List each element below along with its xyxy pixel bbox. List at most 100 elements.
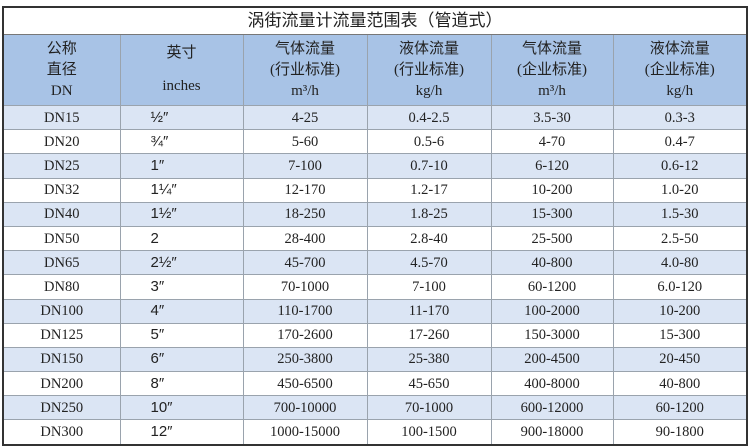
table-cell: 90-1800 bbox=[612, 419, 748, 446]
table-row: DN15 ½″ 4-25 0.4-2.5 3.5-30 0.3-3 bbox=[2, 104, 748, 131]
table-cell: 7-100 bbox=[242, 153, 368, 179]
table-cell: 2.5-50 bbox=[612, 225, 748, 252]
header-line: m³/h bbox=[291, 82, 319, 99]
table-cell: ¾″ bbox=[119, 129, 244, 155]
table-cell: 1000-15000 bbox=[242, 419, 368, 446]
table-cell: 2½″ bbox=[119, 250, 244, 276]
table-cell: 6″ bbox=[119, 346, 244, 373]
table-cell: 0.5-6 bbox=[366, 129, 492, 155]
header-liquid-enterprise: 液体流量 (企业标准) kg/h bbox=[612, 34, 748, 106]
table-cell: 3″ bbox=[119, 274, 244, 300]
table-cell: 1½″ bbox=[119, 201, 244, 227]
table-cell: 4″ bbox=[119, 298, 244, 324]
header-line: (行业标准) bbox=[270, 61, 340, 78]
header-line: kg/h bbox=[666, 82, 694, 99]
table-cell: DN80 bbox=[2, 274, 121, 300]
table-cell: 70-1000 bbox=[366, 395, 492, 421]
table-cell: 600-12000 bbox=[490, 395, 614, 421]
table-cell: 900-18000 bbox=[490, 419, 614, 446]
header-row: 公称 直径 DN 英寸 inches 气体流量 (行业标准) m³/h 液体流量 (行业标准) kg… bbox=[2, 34, 748, 106]
header-line: kg/h bbox=[415, 82, 443, 99]
table-row: DN40 1½″ 18-250 1.8-25 15-300 1.5-30 bbox=[2, 201, 748, 227]
table-cell: 0.4-2.5 bbox=[366, 104, 492, 131]
table-cell: 450-6500 bbox=[242, 371, 368, 397]
header-line: inches bbox=[162, 78, 201, 94]
header-line: (企业标准) bbox=[644, 61, 715, 78]
table-cell: 18-250 bbox=[242, 201, 368, 227]
table-cell: 40-800 bbox=[612, 371, 748, 397]
table-cell: 100-2000 bbox=[490, 298, 614, 324]
table-cell: 7-100 bbox=[366, 274, 492, 300]
table-row: DN200 8″ 450-6500 45-650 400-8000 40-800 bbox=[2, 371, 748, 397]
table-cell: 1¼″ bbox=[119, 177, 244, 203]
table-cell: 170-2600 bbox=[242, 322, 368, 348]
header-line: 液体流量 bbox=[398, 40, 459, 57]
table-cell: 12-170 bbox=[242, 177, 368, 203]
table-cell: DN200 bbox=[2, 371, 121, 397]
table-cell: 2.8-40 bbox=[366, 225, 492, 252]
table-row: DN125 5″ 170-2600 17-260 150-3000 15-300 bbox=[2, 322, 748, 348]
table-cell: 0.3-3 bbox=[612, 104, 748, 131]
table-cell: 1″ bbox=[119, 153, 244, 179]
table-cell: 60-1200 bbox=[612, 395, 748, 421]
table-cell: 100-1500 bbox=[366, 419, 492, 446]
table-cell: 10″ bbox=[119, 395, 244, 421]
table-cell: 0.6-12 bbox=[612, 153, 748, 179]
table-cell: DN300 bbox=[2, 419, 121, 446]
table-cell: 1.5-30 bbox=[612, 201, 748, 227]
table-cell: 45-650 bbox=[366, 371, 492, 397]
table-cell: DN125 bbox=[2, 322, 121, 348]
table-cell: DN40 bbox=[2, 201, 121, 227]
table-cell: DN20 bbox=[2, 129, 121, 155]
table-cell: 4-25 bbox=[242, 104, 368, 131]
table-row: DN100 4″ 110-1700 11-170 100-2000 10-200 bbox=[2, 298, 748, 324]
table-cell: 25-500 bbox=[490, 225, 614, 252]
table-cell: 0.4-7 bbox=[612, 129, 748, 155]
table-cell: DN150 bbox=[2, 346, 121, 373]
table-cell: 15-300 bbox=[490, 201, 614, 227]
table-cell: 8″ bbox=[119, 371, 244, 397]
table-row: DN300 12″ 1000-15000 100-1500 900-18000 90-18… bbox=[2, 419, 748, 446]
table-cell: 20-450 bbox=[612, 346, 748, 373]
header-line: (行业标准) bbox=[394, 61, 464, 78]
header-gas-enterprise: 气体流量 (企业标准) m³/h bbox=[490, 34, 614, 106]
table-row: DN20 ¾″ 5-60 0.5-6 4-70 0.4-7 bbox=[2, 129, 748, 155]
header-inches: 英寸 inches bbox=[119, 34, 244, 106]
header-line: (企业标准) bbox=[517, 61, 587, 78]
table-cell: 12″ bbox=[119, 419, 244, 446]
table-cell: 5-60 bbox=[242, 129, 368, 155]
table-row: DN32 1¼″ 12-170 1.2-17 10-200 1.0-20 bbox=[2, 177, 748, 203]
table-cell: 4-70 bbox=[490, 129, 614, 155]
table-row: DN65 2½″ 45-700 4.5-70 40-800 4.0-80 bbox=[2, 250, 748, 276]
table-cell: 60-1200 bbox=[490, 274, 614, 300]
table-cell: 700-10000 bbox=[242, 395, 368, 421]
table-cell: 10-200 bbox=[612, 298, 748, 324]
header-gas-industry: 气体流量 (行业标准) m³/h bbox=[242, 34, 368, 106]
header-line: 直径 bbox=[46, 61, 77, 78]
table-cell: 1.8-25 bbox=[366, 201, 492, 227]
table-cell: 28-400 bbox=[242, 225, 368, 252]
header-line: 液体流量 bbox=[649, 40, 710, 57]
table-cell: 4.5-70 bbox=[366, 250, 492, 276]
table-cell: DN15 bbox=[2, 104, 121, 131]
table-cell: 6.0-120 bbox=[612, 274, 748, 300]
table-cell: 1.2-17 bbox=[366, 177, 492, 203]
table-cell: 200-4500 bbox=[490, 346, 614, 373]
table-cell: 40-800 bbox=[490, 250, 614, 276]
header-line: 气体流量 bbox=[521, 40, 582, 57]
table-cell: DN25 bbox=[2, 153, 121, 179]
table-cell: 400-8000 bbox=[490, 371, 614, 397]
table-row: DN25 1″ 7-100 0.7-10 6-120 0.6-12 bbox=[2, 153, 748, 179]
table-cell: 4.0-80 bbox=[612, 250, 748, 276]
table-cell: 250-3800 bbox=[242, 346, 368, 373]
table-cell: 25-380 bbox=[366, 346, 492, 373]
table-cell: 0.7-10 bbox=[366, 153, 492, 179]
table-row: DN50 2 28-400 2.8-40 25-500 2.5-50 bbox=[2, 225, 748, 252]
table-cell: 70-1000 bbox=[242, 274, 368, 300]
table-cell: 5″ bbox=[119, 322, 244, 348]
header-liquid-industry: 液体流量 (行业标准) kg/h bbox=[366, 34, 492, 106]
table-cell: 17-260 bbox=[366, 322, 492, 348]
table-cell: 150-3000 bbox=[490, 322, 614, 348]
table-cell: 110-1700 bbox=[242, 298, 368, 324]
table-cell: 10-200 bbox=[490, 177, 614, 203]
